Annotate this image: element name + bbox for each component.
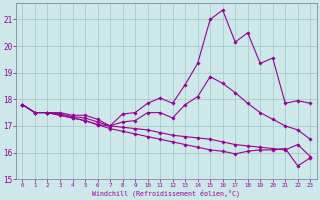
X-axis label: Windchill (Refroidissement éolien,°C): Windchill (Refroidissement éolien,°C) [92,189,240,197]
